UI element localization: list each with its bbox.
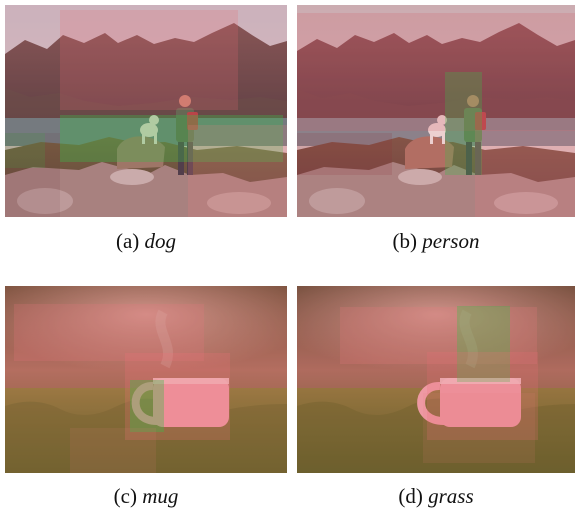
caption-term: dog [144,229,177,253]
boulder [117,136,165,169]
mug [131,378,229,427]
mug-grass-scene [297,286,575,473]
rock [398,169,442,185]
rock [309,188,365,214]
rock [17,188,73,214]
caption-term: person [422,229,480,253]
caption-term: mug [142,484,179,508]
person-figure [464,95,486,175]
caption-c: (c) mug [36,486,256,507]
panel-b-image-frame [297,5,575,217]
panel-a-image [5,5,287,217]
boulder [405,136,454,169]
rock [110,169,154,185]
dog-figure [428,115,447,144]
dog-figure [140,115,159,144]
caption-label: (c) [113,484,137,508]
caption-a: (a) dog [36,231,256,252]
bokeh-light [5,286,287,381]
mug [417,378,521,427]
attention-overlay [5,5,287,217]
attention-overlay [297,286,575,473]
caption-b: (b) person [326,231,546,252]
person-figure [176,95,198,175]
mountain-person-scene [297,5,575,217]
caption-d: (d) grass [326,486,546,507]
panel-c-image-frame [5,286,287,473]
steam [155,309,174,369]
caption-label: (a) [115,229,140,253]
panel-a-image-frame [5,5,287,217]
caption-label: (d) [398,484,423,508]
panel-d-image-frame [297,286,575,473]
caption-term: grass [428,484,474,508]
panel-b-image [297,5,575,217]
panel-d-image [297,286,575,473]
rock [494,192,558,214]
panel-c-image [5,286,287,473]
caption-label: (b) [392,229,418,253]
attention-overlay [297,5,575,217]
rock [207,192,271,214]
steam [459,309,478,369]
mug-grass-scene [5,286,287,473]
mountain-dog-scene [5,5,287,217]
bokeh-light [297,286,575,381]
attention-overlay [5,286,287,473]
